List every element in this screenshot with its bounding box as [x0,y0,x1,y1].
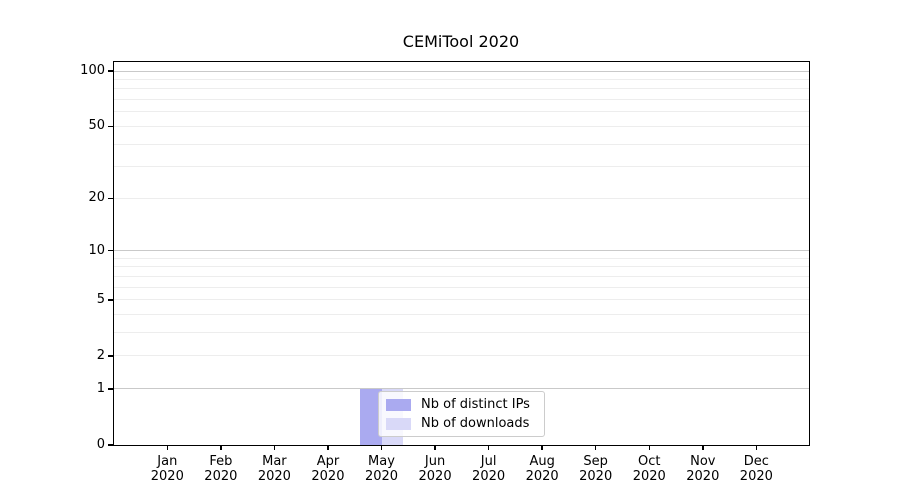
y-gridline-minor [114,286,809,288]
y-tick [108,355,113,357]
x-tick [702,445,704,450]
x-tick [434,445,436,450]
x-tick [166,445,169,450]
y-gridline-minor [114,299,809,301]
y-tick [108,388,113,390]
y-gridline-major [114,250,809,252]
legend-label-downloads: Nb of downloads [421,415,530,431]
x-tick [487,445,490,450]
y-gridline-minor [114,314,809,316]
x-tick [594,445,597,450]
y-gridline-minor [114,275,809,277]
x-tick-label: Jun 2020 [418,454,452,484]
x-tick [273,445,276,450]
y-tick-label: 0 [96,437,105,452]
legend-item-downloads: Nb of downloads [386,415,537,432]
y-gridline-minor [114,166,809,168]
x-tick [541,445,543,450]
y-tick-label: 2 [96,347,105,363]
y-gridline-minor [114,78,809,80]
y-tick [108,70,113,72]
x-tick-label: Dec 2020 [739,454,773,484]
y-tick-label: 10 [88,242,105,258]
y-gridline-major [114,388,809,390]
y-tick [108,249,113,252]
legend: Nb of distinct IPs Nb of downloads [378,391,545,437]
legend-label-distinct-ips: Nb of distinct IPs [421,396,530,412]
legend-swatch-distinct-ips [386,398,411,411]
y-tick-label: 100 [80,63,105,78]
y-gridline-minor [114,257,809,259]
x-tick-label: Mar 2020 [257,454,291,484]
bar-distinct-ips [360,388,382,445]
y-tick [108,197,113,200]
y-gridline-minor [114,88,809,90]
y-gridline-major [114,70,809,72]
x-tick-label: May 2020 [364,454,399,484]
y-tick-label: 1 [96,380,105,396]
x-tick-label: Jan 2020 [150,454,184,484]
x-tick-label: Oct 2020 [632,454,666,484]
x-tick [327,445,329,450]
y-tick-label: 5 [96,291,105,307]
y-gridline-minor [114,125,809,127]
x-tick [220,445,222,450]
y-gridline-minor [114,143,809,145]
x-tick-label: Nov 2020 [686,454,720,484]
y-gridline-minor [114,111,809,113]
chart-title: CEMiTool 2020 [402,32,520,51]
y-tick-label: 20 [88,190,105,206]
y-tick [108,299,113,301]
x-tick-label: Sep 2020 [579,454,613,484]
x-tick-label: Apr 2020 [311,454,345,484]
x-tick [380,445,383,450]
y-gridline-minor [114,332,809,334]
y-tick-label: 50 [88,118,105,134]
y-gridline-minor [114,99,809,101]
legend-item-distinct-ips: Nb of distinct IPs [386,396,537,413]
x-tick [648,445,650,450]
y-gridline-minor [114,197,809,199]
y-gridline-minor [114,355,809,357]
y-tick [108,444,113,446]
x-tick-label: Aug 2020 [525,454,559,484]
x-tick-label: Feb 2020 [204,454,238,484]
y-gridline-minor [114,266,809,268]
x-tick [755,445,758,450]
y-tick [108,125,113,128]
legend-swatch-downloads [386,417,411,430]
x-tick-label: Jul 2020 [472,454,506,484]
